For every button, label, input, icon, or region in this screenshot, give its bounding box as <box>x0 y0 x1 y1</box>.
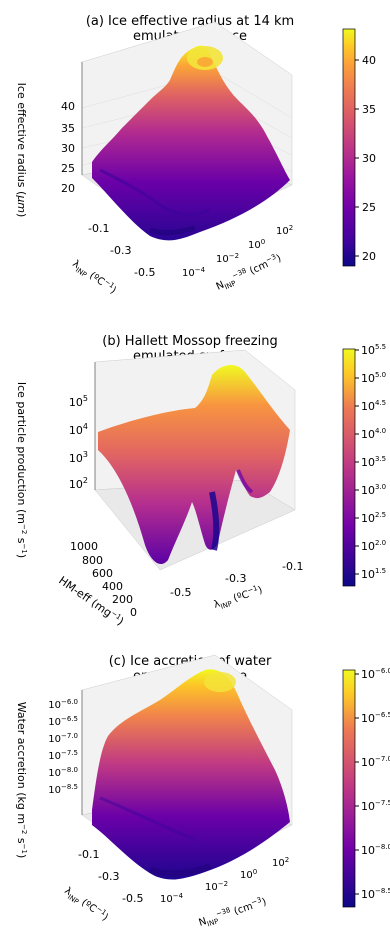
z-tick-b-0: 105 <box>69 394 88 409</box>
z-tick-a-3: 25 <box>61 162 75 175</box>
x-tick-b-2: -0.1 <box>282 560 303 573</box>
colorbar-ticks-b: 105.5 105.0 104.5 104.0 103.5 103.0 102.… <box>355 343 386 581</box>
svg-text:102.0: 102.0 <box>361 539 386 553</box>
svg-text:35: 35 <box>362 103 376 116</box>
surface-b <box>98 364 290 565</box>
svg-text:10−7.0: 10−7.0 <box>48 732 78 745</box>
z-tick-b-3: 102 <box>69 476 88 491</box>
svg-text:104.0: 104.0 <box>361 427 386 441</box>
svg-text:101.5: 101.5 <box>361 567 386 581</box>
x-tick-b-1: -0.3 <box>225 572 246 585</box>
svg-text:25: 25 <box>362 201 376 214</box>
panel-a: (a) Ice effective radius at 14 km emulat… <box>0 0 390 310</box>
surface-plot-a: 40 35 30 25 20 Ice effective radius (μm)… <box>15 21 376 298</box>
y-tick-b-2: 600 <box>92 567 113 580</box>
svg-text:105.5: 105.5 <box>361 343 386 357</box>
svg-text:10−7.5: 10−7.5 <box>48 749 78 762</box>
svg-text:10−6.5: 10−6.5 <box>361 711 390 725</box>
svg-text:10−8.5: 10−8.5 <box>48 783 78 796</box>
x-tick-c-3: 102 <box>272 856 289 869</box>
surface-plot-c: 10−6.0 10−6.5 10−7.0 10−7.5 10−8.0 10−8.… <box>15 654 390 931</box>
z-tick-a-4: 20 <box>61 182 75 195</box>
svg-text:10−6.0: 10−6.0 <box>361 667 390 681</box>
x-axis-label-c: NINP−38 (cm−3) <box>197 895 269 931</box>
y-axis-label-c: λINP (ºC−1) <box>61 884 111 925</box>
colorbar-a <box>342 28 356 267</box>
z-axis-label-c: Water accretion (kg m−2 s−1) <box>15 702 28 859</box>
y-tick-c-2: -0.5 <box>122 892 143 905</box>
svg-text:20: 20 <box>362 250 376 263</box>
surface-c <box>92 669 290 880</box>
surface-plot-b: 105 104 103 102 Ice particle production … <box>15 343 386 628</box>
x-tick-a-0: 10−4 <box>182 266 206 279</box>
svg-text:105.0: 105.0 <box>361 371 386 385</box>
x-tick-a-3: 102 <box>276 224 293 237</box>
y-tick-a-0: -0.1 <box>88 222 109 235</box>
z-axis-label-a: Ice effective radius (μm) <box>15 83 28 218</box>
x-axis-label-b: λINP (ºC−1) <box>212 583 265 613</box>
z-tick-b-2: 103 <box>69 450 88 465</box>
svg-text:10−6.0: 10−6.0 <box>48 698 78 711</box>
y-tick-b-3: 400 <box>102 580 123 593</box>
svg-text:10−8.0: 10−8.0 <box>361 843 390 857</box>
x-tick-b-0: -0.5 <box>170 586 191 599</box>
x-tick-a-2: 100 <box>248 238 265 251</box>
z-ticks-c: 10−6.0 10−6.5 10−7.0 10−7.5 10−8.0 10−8.… <box>48 698 78 796</box>
svg-text:30: 30 <box>362 152 376 165</box>
z-tick-b-1: 104 <box>69 422 88 437</box>
x-tick-c-0: 10−4 <box>160 892 184 905</box>
x-tick-a-1: 10−2 <box>216 252 239 265</box>
panel-b: (b) Hallett Mossop freezing emulated sur… <box>0 320 390 630</box>
y-tick-b-4: 200 <box>112 593 133 606</box>
y-tick-b-5: 0 <box>130 606 137 619</box>
svg-text:10−8.5: 10−8.5 <box>361 887 390 901</box>
z-tick-a-1: 35 <box>61 122 75 135</box>
svg-text:103.5: 103.5 <box>361 455 386 469</box>
svg-text:103.0: 103.0 <box>361 483 386 497</box>
y-axis-label-a: λINP (ºC−1) <box>69 257 119 298</box>
panel-c: (c) Ice accretion of water emulated surf… <box>0 640 390 950</box>
colorbar-ticks-a: 40 35 30 25 20 <box>355 54 376 263</box>
x-tick-c-1: 10−2 <box>205 880 228 893</box>
x-tick-c-2: 100 <box>240 868 257 881</box>
svg-text:10−7.0: 10−7.0 <box>361 755 390 769</box>
z-axis-label-b: Ice particle production (m−2 s−1) <box>15 382 28 558</box>
svg-text:10−8.0: 10−8.0 <box>48 766 78 779</box>
svg-text:10−7.5: 10−7.5 <box>361 799 390 813</box>
svg-text:104.5: 104.5 <box>361 399 386 413</box>
y-tick-c-0: -0.1 <box>78 848 99 861</box>
colorbar-c <box>342 669 356 908</box>
z-tick-a-2: 30 <box>61 142 75 155</box>
svg-text:102.5: 102.5 <box>361 511 386 525</box>
z-tick-a-0: 40 <box>61 100 75 113</box>
y-tick-a-1: -0.3 <box>110 244 131 257</box>
svg-text:40: 40 <box>362 54 376 67</box>
y-tick-b-1: 800 <box>82 554 103 567</box>
y-tick-c-1: -0.3 <box>98 870 119 883</box>
colorbar-ticks-c: 10−6.0 10−6.5 10−7.0 10−7.5 10−8.0 10−8.… <box>355 667 390 901</box>
y-tick-b-0: 1000 <box>70 540 98 553</box>
svg-text:10−6.5: 10−6.5 <box>48 715 78 728</box>
y-tick-a-2: -0.5 <box>134 266 155 279</box>
colorbar-b <box>342 348 356 587</box>
